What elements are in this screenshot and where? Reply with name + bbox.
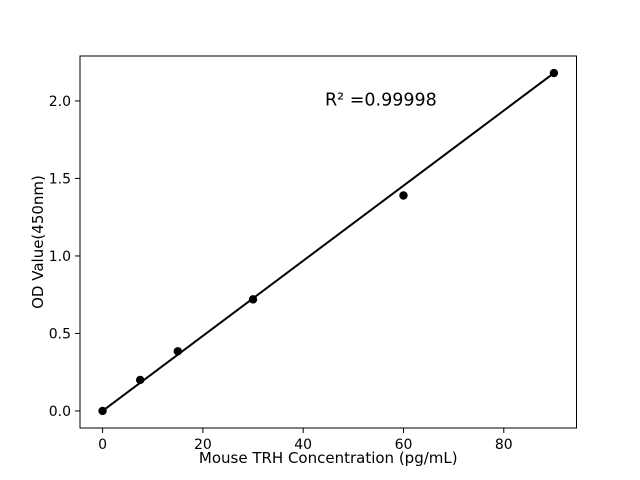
x-tick-label: 80 xyxy=(495,437,513,453)
x-tick-label: 40 xyxy=(294,437,312,453)
y-axis-label: OD Value(450nm) xyxy=(29,175,47,309)
x-tick-label: 60 xyxy=(395,437,413,453)
x-tick-label: 20 xyxy=(194,437,212,453)
y-tick-label: 1.5 xyxy=(49,171,71,187)
data-point xyxy=(549,68,559,78)
y-tick-label: 1.0 xyxy=(49,249,71,265)
y-tick-label: 0.5 xyxy=(49,326,71,342)
data-point xyxy=(135,375,145,385)
data-point xyxy=(173,347,182,356)
x-axis-ticks: 0 20 40 60 80 xyxy=(98,428,513,453)
data-point xyxy=(98,406,107,416)
plot-area-border xyxy=(79,55,577,429)
y-tick-label: 0.0 xyxy=(49,404,71,420)
data-point xyxy=(248,295,258,304)
r-squared-annotation: R² =0.99998 xyxy=(325,91,437,111)
x-tick-label: 0 xyxy=(98,437,107,453)
y-tick-label: 2.0 xyxy=(49,94,71,110)
x-axis-label: Mouse TRH Concentration (pg/mL) xyxy=(199,449,458,467)
data-point xyxy=(399,191,408,200)
data-points xyxy=(98,68,559,416)
y-axis-ticks: 0.0 0.5 1.0 1.5 2.0 xyxy=(49,94,80,420)
